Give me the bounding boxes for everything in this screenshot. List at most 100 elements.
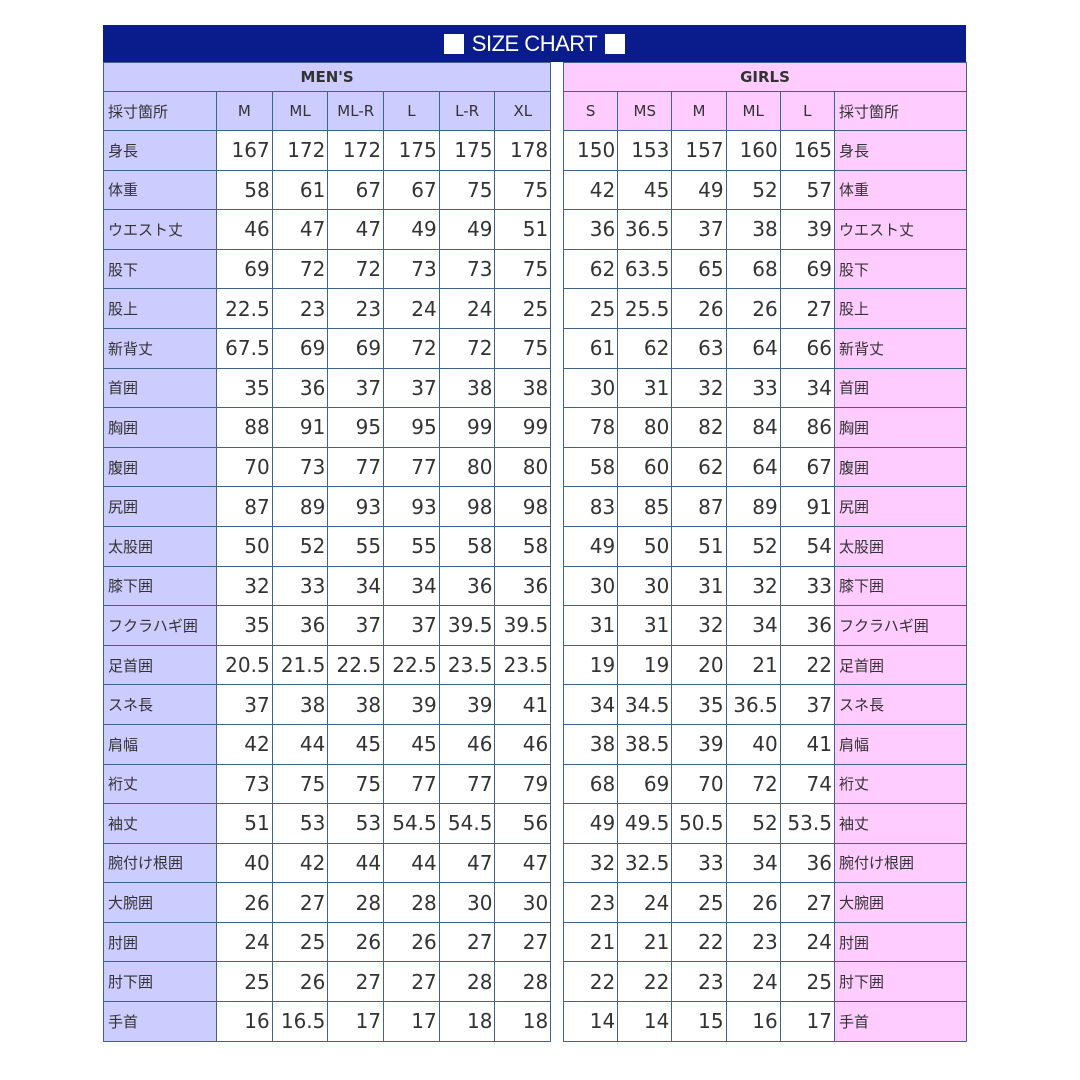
- size-value: 32: [216, 565, 273, 607]
- size-value: 17: [327, 1001, 385, 1042]
- size-value: 49: [438, 209, 496, 250]
- measure-label: 胸囲: [833, 407, 968, 448]
- size-value: 91: [271, 407, 329, 448]
- table-row: 42 45 49 52 57 体重: [562, 169, 968, 211]
- size-value: 21: [725, 644, 781, 686]
- size-value: 83: [562, 486, 619, 527]
- size-value: 69: [327, 327, 385, 369]
- table-row: 太股囲 50 52 55 55 58 58: [103, 525, 552, 567]
- size-value: 28: [383, 882, 440, 923]
- size-value: 30: [617, 565, 673, 607]
- size-value: 47: [327, 209, 385, 250]
- size-value: 39: [438, 684, 496, 725]
- table-row: 25 25.5 26 26 27 股上: [562, 288, 968, 329]
- size-header-row: S MS M ML L 採寸箇所: [562, 91, 968, 131]
- table-row: 膝下囲 32 33 34 34 36 36: [103, 565, 552, 607]
- measure-label: 首囲: [833, 367, 968, 409]
- size-value: 70: [671, 763, 727, 805]
- men-size-table: MEN'S 採寸箇所 M ML ML-R L L-R XL 身長 167 172 172 175 175 1…: [102, 62, 552, 1042]
- size-value: 46: [438, 723, 496, 765]
- size-value: 17: [383, 1001, 440, 1042]
- table-row: 49 50 51 52 54 太股囲: [562, 525, 968, 567]
- table-row: 首囲 35 36 37 37 38 38: [103, 367, 552, 409]
- size-header: ML: [271, 91, 329, 131]
- size-value: 31: [671, 565, 727, 607]
- table-row: 83 85 87 89 91 尻囲: [562, 486, 968, 527]
- size-value: 75: [271, 763, 329, 805]
- size-value: 51: [671, 525, 727, 567]
- size-value: 27: [494, 921, 552, 963]
- size-value: 52: [725, 169, 781, 211]
- measure-label: 裄丈: [103, 763, 217, 805]
- size-value: 32: [725, 565, 781, 607]
- size-value: 17: [779, 1001, 835, 1042]
- measure-label: 首囲: [103, 367, 217, 409]
- table-row: 34 34.5 35 36.5 37 スネ長: [562, 684, 968, 725]
- size-value: 37: [383, 367, 440, 409]
- size-value: 35: [671, 684, 727, 725]
- size-value: 46: [494, 723, 552, 765]
- table-row: 30 31 32 33 34 首囲: [562, 367, 968, 409]
- size-value: 28: [494, 961, 552, 1003]
- size-value: 69: [617, 763, 673, 805]
- size-value: 58: [562, 446, 619, 488]
- table-row: 21 21 22 23 24 肘囲: [562, 921, 968, 963]
- girls-section-title: GIRLS: [563, 62, 967, 92]
- size-value: 38: [494, 367, 552, 409]
- square-icon: [443, 33, 464, 54]
- table-row: 身長 167 172 172 175 175 178: [103, 130, 552, 171]
- size-value: 14: [617, 1001, 673, 1042]
- size-value: 49: [562, 525, 619, 567]
- size-value: 50: [216, 525, 273, 567]
- table-row: 新背丈 67.5 69 69 72 72 75: [103, 327, 552, 369]
- size-value: 80: [617, 407, 673, 448]
- size-value: 73: [438, 248, 496, 290]
- table-row: 尻囲 87 89 93 93 98 98: [103, 486, 552, 527]
- size-value: 99: [494, 407, 552, 448]
- size-value: 67: [383, 169, 440, 211]
- table-row: スネ長 37 38 38 39 39 41: [103, 684, 552, 725]
- size-value: 67: [779, 446, 835, 488]
- table-row: 150 153 157 160 165 身長: [562, 130, 968, 171]
- size-value: 22.5: [327, 644, 385, 686]
- measure-label: 手首: [833, 1001, 968, 1042]
- measure-label: 身長: [103, 130, 217, 171]
- size-value: 36: [271, 605, 329, 646]
- size-value: 84: [725, 407, 781, 448]
- size-value: 69: [779, 248, 835, 290]
- size-value: 25: [779, 961, 835, 1003]
- size-value: 23: [562, 882, 619, 923]
- size-value: 40: [216, 842, 273, 884]
- size-value: 23.5: [494, 644, 552, 686]
- measure-label: 袖丈: [833, 803, 968, 844]
- size-value: 61: [562, 327, 619, 369]
- table-row: 49 49.5 50.5 52 53.5 袖丈: [562, 803, 968, 844]
- measure-label: スネ長: [103, 684, 217, 725]
- size-value: 55: [327, 525, 385, 567]
- table-row: 手首 16 16.5 17 17 18 18: [103, 1001, 552, 1042]
- size-value: 39.5: [494, 605, 552, 646]
- measure-label: 腹囲: [833, 446, 968, 488]
- size-value: 27: [779, 288, 835, 329]
- size-value: 45: [617, 169, 673, 211]
- measure-header: 採寸箇所: [833, 91, 968, 131]
- size-value: 45: [327, 723, 385, 765]
- size-value: 20.5: [216, 644, 273, 686]
- table-row: 股上 22.5 23 23 24 24 25: [103, 288, 552, 329]
- square-icon: [605, 33, 626, 54]
- size-value: 38: [562, 723, 619, 765]
- size-header: L-R: [438, 91, 496, 131]
- measure-label: 新背丈: [833, 327, 968, 369]
- size-value: 91: [779, 486, 835, 527]
- measure-label: 股上: [103, 288, 217, 329]
- size-value: 26: [671, 288, 727, 329]
- size-value: 62: [671, 446, 727, 488]
- measure-label: 膝下囲: [103, 565, 217, 607]
- size-value: 150: [562, 130, 619, 171]
- size-value: 80: [438, 446, 496, 488]
- chart-title: SIZE CHART: [471, 30, 598, 56]
- size-value: 93: [383, 486, 440, 527]
- table-row: 32 32.5 33 34 36 腕付け根囲: [562, 842, 968, 884]
- size-value: 98: [494, 486, 552, 527]
- size-value: 41: [779, 723, 835, 765]
